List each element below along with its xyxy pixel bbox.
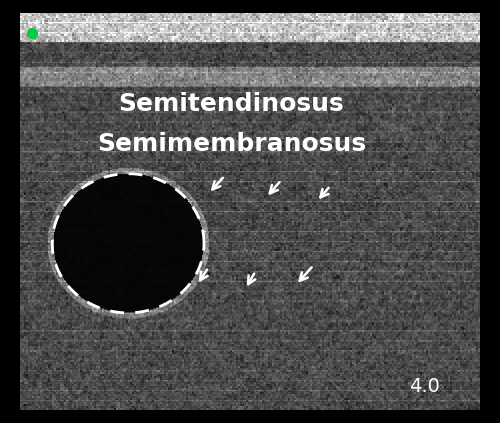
Text: 4.0: 4.0 <box>410 377 440 396</box>
Text: Semimembranosus: Semimembranosus <box>97 132 366 156</box>
Text: Semitendinosus: Semitendinosus <box>118 92 344 116</box>
